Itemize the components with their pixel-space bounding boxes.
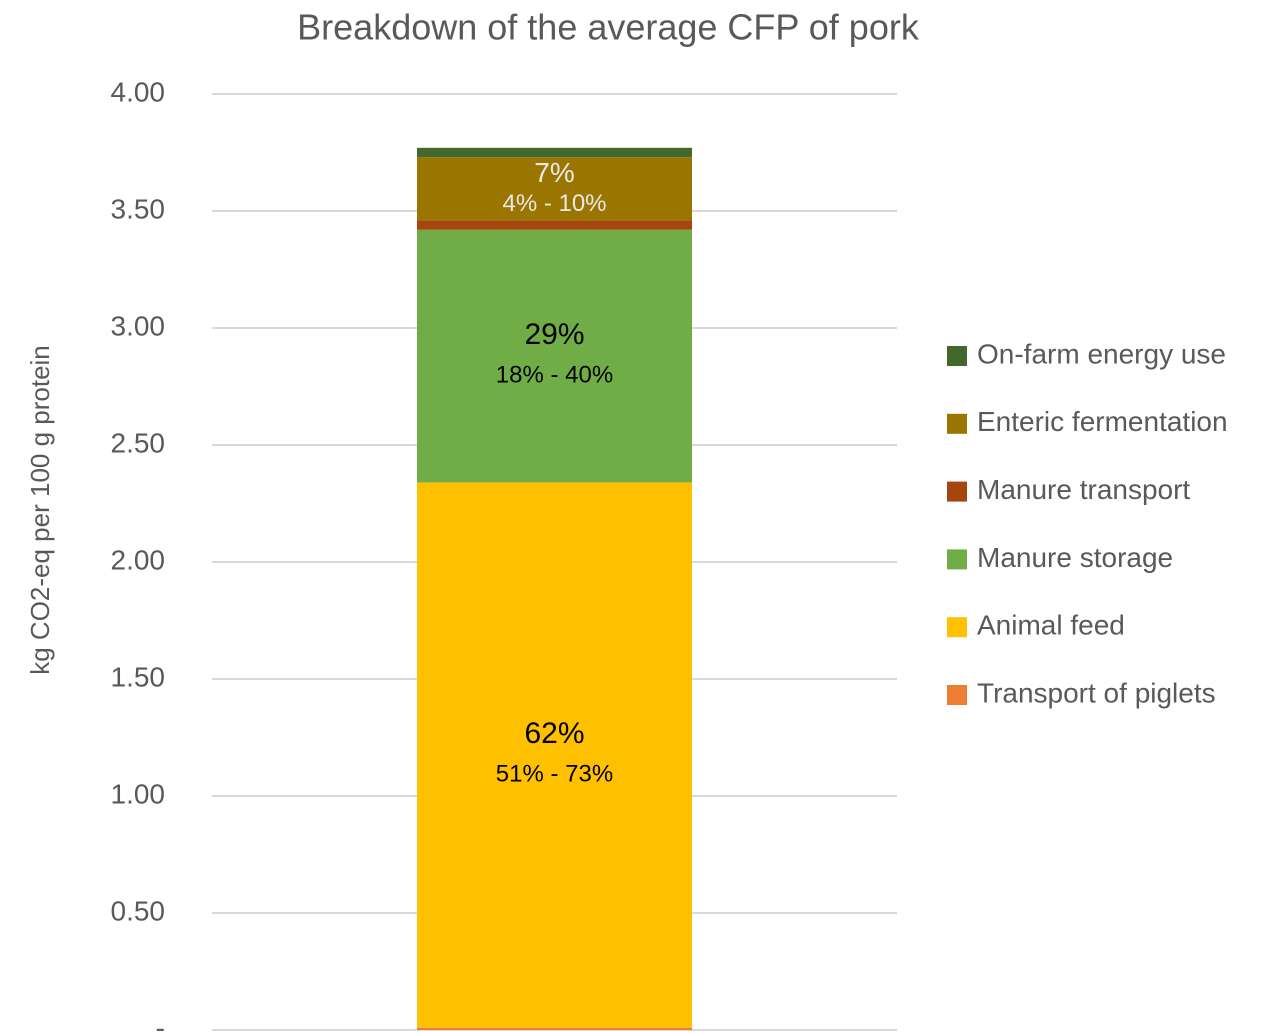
bar-segment [417, 147, 692, 158]
segment-range-label: 18% - 40% [496, 361, 613, 388]
legend-swatch [947, 617, 967, 638]
segment-share-label: 29% [524, 318, 584, 351]
legend-swatch [947, 549, 967, 570]
segment-range-label: 4% - 10% [502, 190, 606, 217]
y-tick-label: 2.00 [111, 544, 166, 575]
segment-range-label: 51% - 73% [496, 760, 613, 787]
legend-label: Manure transport [977, 474, 1190, 505]
bar-segment [417, 220, 692, 230]
legend-label: Animal feed [977, 610, 1125, 641]
y-axis-label: kg CO2-eq per 100 g protein [25, 345, 55, 675]
legend-swatch [947, 413, 967, 434]
y-tick-label: 4.00 [111, 76, 166, 107]
bar-segment [417, 157, 692, 221]
legend-label: Enteric fermentation [977, 406, 1228, 437]
segment-share-label: 7% [534, 157, 574, 188]
y-tick-label: - [156, 1012, 165, 1033]
bar-segment [417, 229, 692, 483]
bar-segment [417, 1027, 692, 1030]
y-tick-label: 2.50 [111, 427, 166, 458]
legend-label: Transport of piglets [977, 677, 1216, 708]
legend-swatch [947, 685, 967, 705]
y-tick-label: 0.50 [111, 895, 166, 926]
y-tick-label: 1.00 [111, 778, 166, 809]
legend-label: Manure storage [977, 542, 1173, 573]
legend-label: On-farm energy use [977, 338, 1226, 369]
y-tick-label: 3.00 [111, 310, 166, 341]
legend-swatch [947, 481, 967, 502]
y-tick-label: 3.50 [111, 193, 166, 224]
bar-segment [417, 482, 692, 1028]
chart-title: Breakdown of the average CFP of pork [297, 7, 920, 48]
segment-share-label: 62% [524, 717, 584, 750]
y-tick-label: 1.50 [111, 661, 166, 692]
legend-swatch [947, 346, 967, 366]
